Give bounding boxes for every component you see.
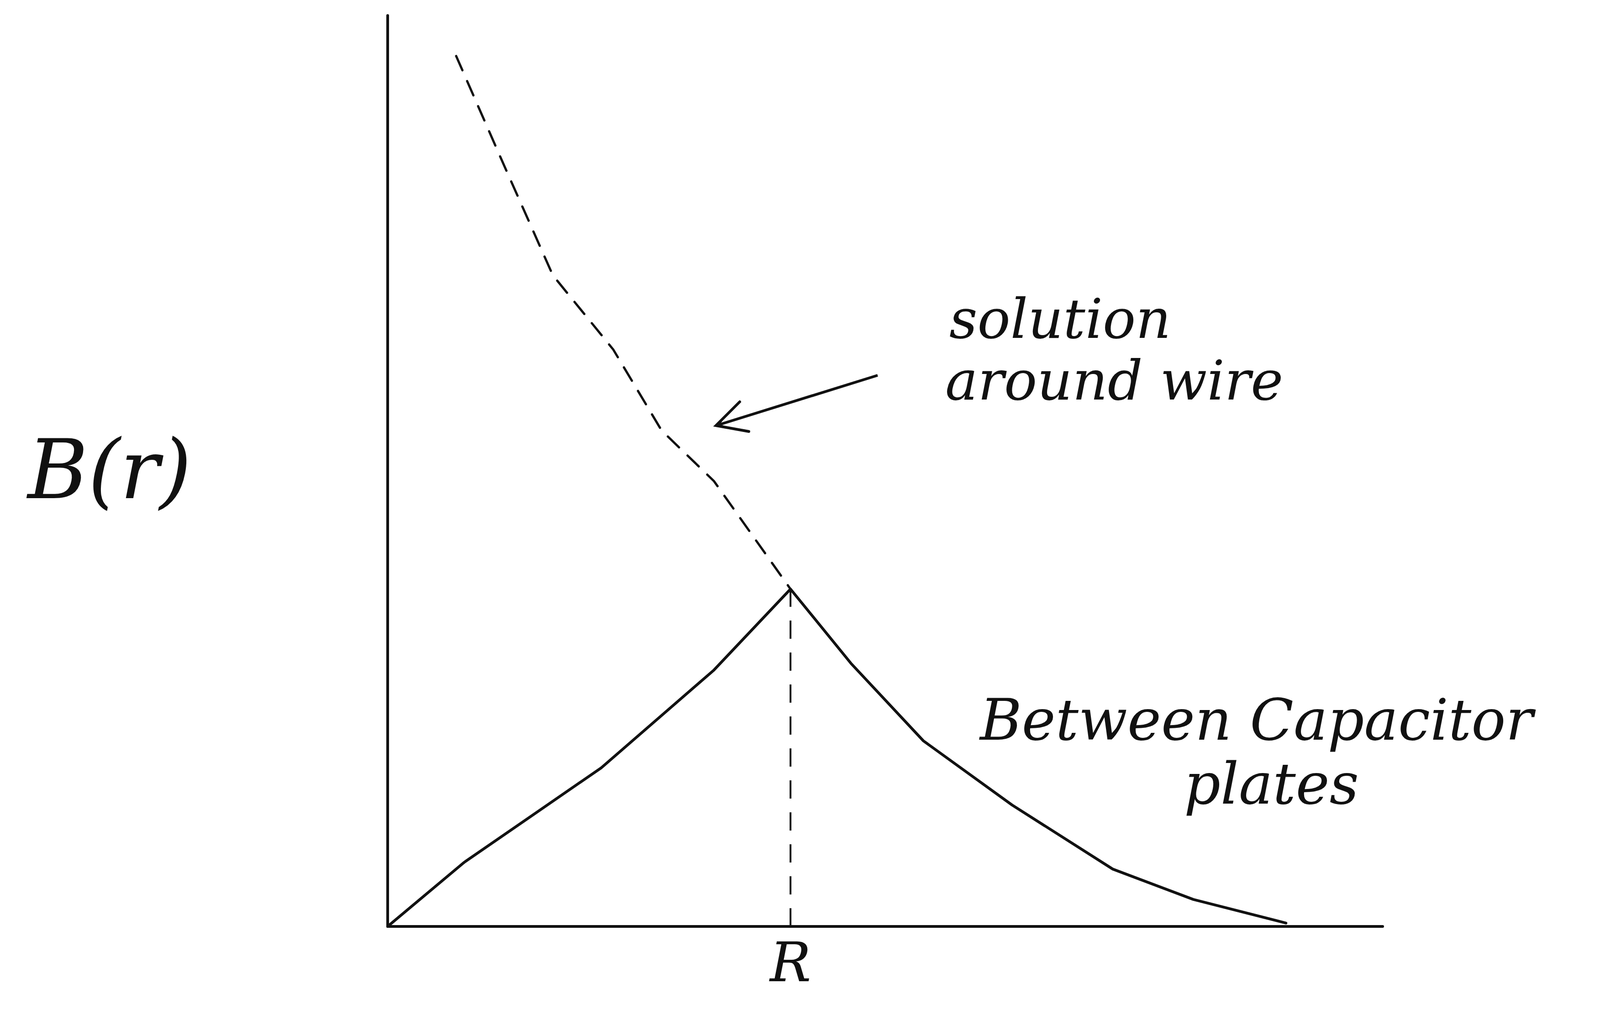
chart: B(r) Rsolutionaround wire Between Capacito…	[0, 0, 1600, 1010]
y-axis-title: B(r)	[26, 421, 192, 518]
label-line: Between Capacitor	[978, 686, 1536, 753]
series-line	[456, 56, 791, 590]
series-label: Between Capacitorplates	[978, 686, 1536, 817]
x-tick-label: R	[768, 930, 811, 995]
series-label: solutionaround wire	[945, 287, 1284, 413]
annotation-arrowhead	[715, 401, 749, 432]
label-line: around wire	[945, 348, 1284, 413]
annotation-arrow	[719, 375, 878, 425]
plot-area	[387, 56, 1286, 927]
label-line: plates	[1184, 750, 1359, 817]
label-line: solution	[949, 287, 1172, 351]
y-axis	[386, 15, 390, 927]
x-tick-guide	[789, 589, 792, 927]
x-axis	[387, 925, 1383, 928]
series-line	[387, 589, 1286, 927]
